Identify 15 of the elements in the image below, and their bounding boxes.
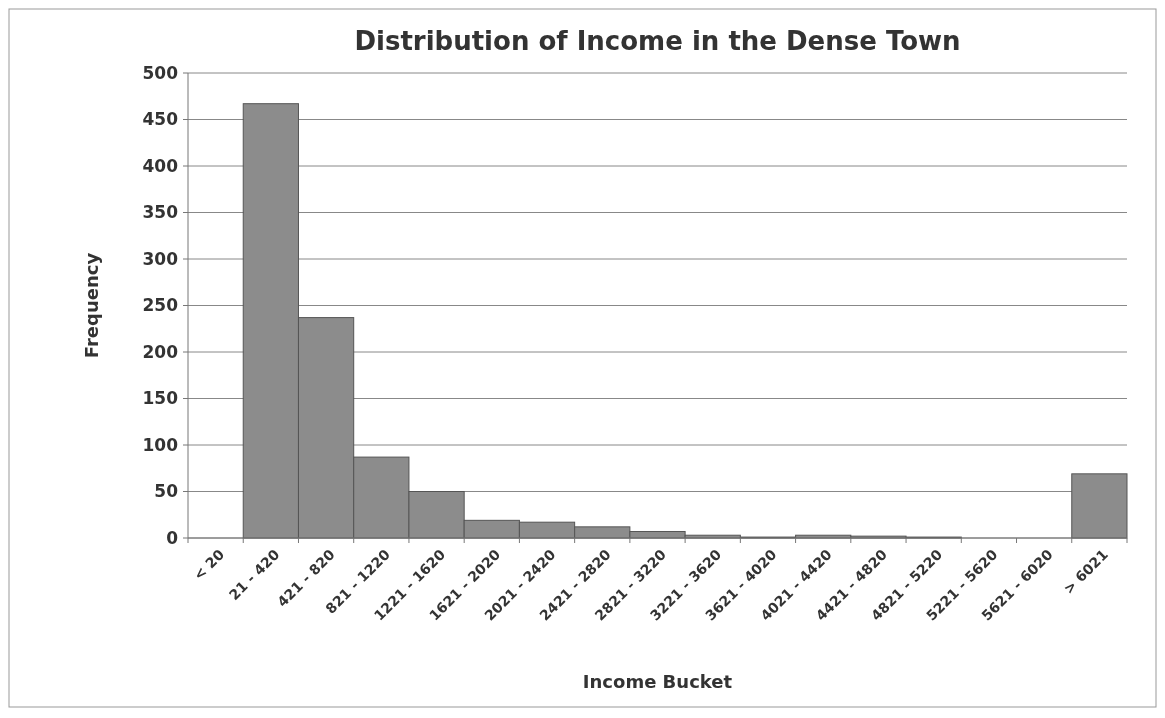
- chart-title: Distribution of Income in the Dense Town: [354, 26, 961, 56]
- y-tick-label: 0: [166, 527, 179, 548]
- x-axis-title: Income Bucket: [582, 671, 733, 692]
- y-tick-label: 350: [142, 202, 179, 223]
- x-tick-label: < 20: [190, 546, 228, 584]
- y-tick-label: 150: [142, 388, 179, 409]
- y-tick-label: 400: [142, 155, 179, 176]
- y-tick-label: 100: [142, 434, 179, 455]
- y-tick-label: 250: [142, 295, 179, 316]
- y-tick-label: 500: [142, 62, 179, 83]
- y-tick-label: 300: [142, 248, 179, 269]
- y-axis-title: Frequency: [81, 252, 102, 359]
- y-tick-label: 50: [154, 481, 179, 502]
- y-tick-label: 450: [142, 109, 179, 130]
- y-tick-label: 200: [142, 341, 179, 362]
